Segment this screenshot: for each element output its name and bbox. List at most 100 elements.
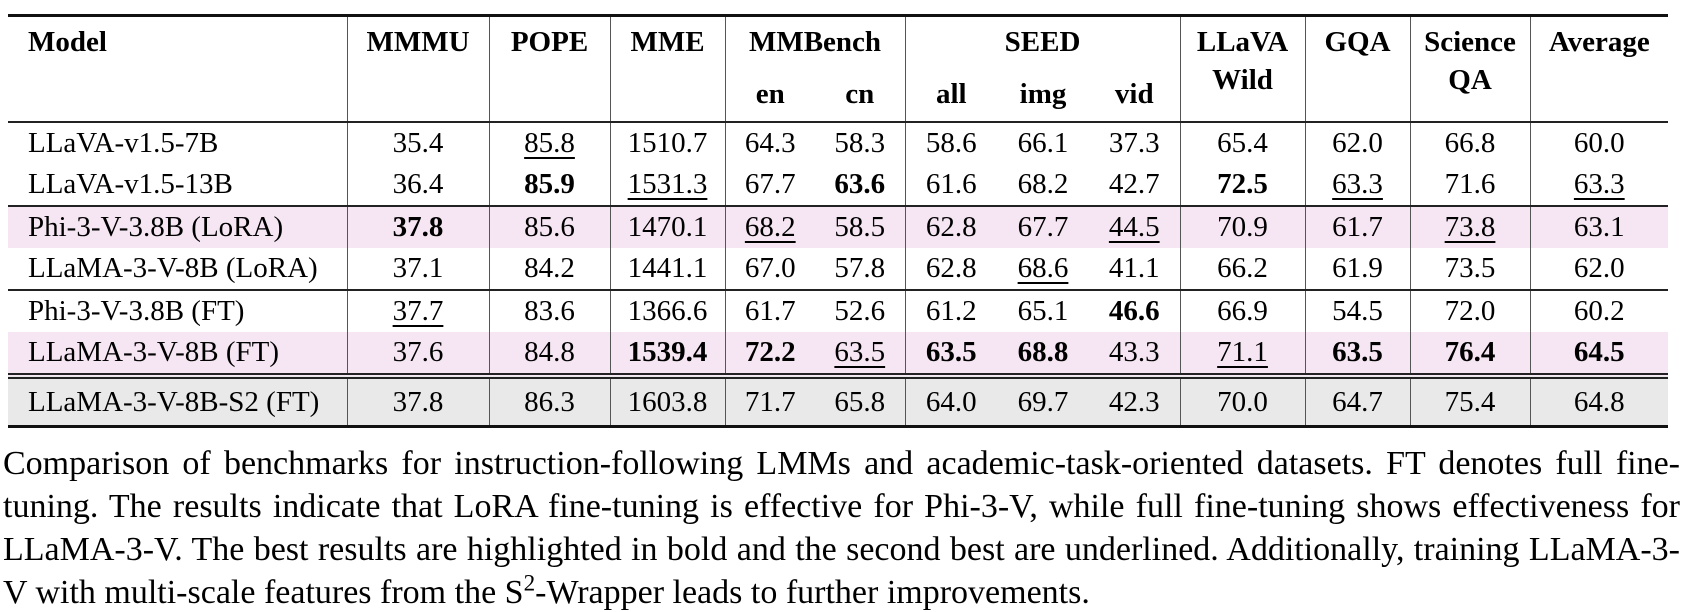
score-cell: 58.6: [905, 121, 997, 164]
score-cell: 66.8: [1410, 121, 1531, 164]
model-name-cell: Phi-3-V-3.8B (FT): [8, 289, 348, 332]
column-subheader: en: [755, 78, 785, 110]
score-cell: 67.0: [744, 252, 796, 284]
score-cell: 64.8: [1530, 373, 1669, 427]
score-cell: 85.9: [489, 164, 611, 206]
score-cell: 64.5: [1573, 336, 1625, 368]
score-cell: 71.7: [725, 373, 815, 427]
score-cell: 64.7: [1305, 373, 1411, 427]
score-cell: 73.8: [1410, 205, 1531, 248]
score-cell: 60.2: [1530, 289, 1669, 332]
column-header: Average: [1548, 26, 1650, 58]
score-cell: 61.6: [925, 168, 977, 200]
score-cell: 61.9: [1305, 248, 1411, 290]
score-cell: 1531.3: [610, 164, 726, 206]
score-cell: 1510.7: [610, 121, 726, 164]
column-header: MMMU: [347, 15, 490, 122]
score-cell: 52.6: [815, 289, 906, 332]
table-row: Phi-3-V-3.8B (LoRA) 37.8 85.6 1470.1 68.2 58.…: [8, 205, 1669, 248]
score-cell: 68.6: [1017, 252, 1069, 284]
model-name-cell: Phi-3-V-3.8B (LoRA): [8, 205, 348, 248]
score-cell: 42.7: [1089, 164, 1181, 206]
score-cell: 63.5: [815, 332, 906, 376]
score-cell: 86.3: [489, 373, 611, 427]
benchmark-table: Model MMMU POPE MME MMBench SEED LLaVA Wild GQA S…: [8, 14, 1669, 428]
score-cell: 64.3: [725, 121, 815, 164]
table-header: Model MMMU POPE MME MMBench SEED LLaVA Wild GQA S…: [8, 15, 1668, 122]
score-cell: 63.3: [1305, 164, 1411, 206]
column-group-header: SEED: [905, 15, 1181, 69]
score-cell: 1539.4: [610, 332, 726, 376]
score-cell: 65.1: [997, 289, 1089, 332]
table-caption: Comparison of benchmarks for instruction…: [0, 442, 1683, 612]
score-cell: 60.0: [1530, 121, 1669, 164]
model-name-cell: LLaMA-3-V-8B (LoRA): [8, 248, 348, 290]
model-name-cell: LLaVA-v1.5-7B: [8, 121, 348, 164]
score-cell: 35.4: [347, 121, 490, 164]
caption-text-before-superscript: Comparison of benchmarks for instruction…: [3, 445, 1680, 611]
score-cell: 72.0: [1410, 289, 1531, 332]
table-row: LLaMA-3-V-8B-S2 (FT) 37.8 86.3 1603.8 71.7 65…: [8, 373, 1669, 427]
paper-table-figure: Model MMMU POPE MME MMBench SEED LLaVA Wild GQA S…: [0, 14, 1683, 612]
score-cell: 61.7: [1305, 205, 1411, 248]
column-header: GQA: [1305, 15, 1411, 122]
score-cell: 64.0: [905, 373, 997, 427]
column-subheader: cn: [815, 69, 906, 122]
column-header: POPE: [489, 15, 611, 122]
score-cell: 63.1: [1530, 205, 1669, 248]
score-cell: 70.0: [1180, 373, 1306, 427]
score-cell: 75.4: [1410, 373, 1531, 427]
score-cell: 68.2: [725, 205, 815, 248]
score-cell: 63.5: [1305, 332, 1411, 376]
score-cell: 62.0: [1573, 252, 1625, 284]
score-cell: 37.8: [347, 205, 490, 248]
column-group-header: MMBench: [725, 15, 906, 69]
score-cell: 63.6: [815, 164, 906, 206]
score-cell: 37.8: [347, 373, 490, 427]
table-row: LLaMA-3-V-8B (LoRA) 37.1 84.2 1441.1 67.0 57.…: [8, 248, 1668, 290]
score-cell: 42.3: [1089, 373, 1181, 427]
score-cell: 62.8: [925, 252, 977, 284]
score-cell: 70.9: [1180, 205, 1306, 248]
score-cell: 46.6: [1089, 289, 1181, 332]
score-cell: 76.4: [1410, 332, 1531, 376]
score-cell: 1470.1: [610, 205, 726, 248]
model-name-cell: LLaMA-3-V-8B-S2 (FT): [8, 373, 348, 427]
score-cell: 61.2: [905, 289, 997, 332]
score-cell: 84.2: [489, 248, 611, 290]
table-row: LLaVA-v1.5-13B 36.4 85.9 1531.3 67.7 63.6 61.6…: [8, 164, 1668, 206]
score-cell: 65.8: [815, 373, 906, 427]
score-cell: 37.6: [347, 332, 490, 376]
score-cell: 71.6: [1410, 164, 1531, 206]
score-cell: 65.4: [1180, 121, 1306, 164]
column-subheader: vid: [1089, 69, 1181, 122]
score-cell: 44.5: [1089, 205, 1181, 248]
column-header: LLaVA Wild: [1180, 15, 1306, 122]
caption-text-after-superscript: -Wrapper leads to further improvements.: [535, 574, 1090, 611]
score-cell: 43.3: [1089, 332, 1181, 376]
score-cell: 72.2: [744, 336, 796, 368]
score-cell: 83.6: [489, 289, 611, 332]
model-name-cell: LLaMA-3-V-8B (FT): [8, 332, 348, 376]
score-cell: 66.2: [1180, 248, 1306, 290]
column-subheader: img: [1019, 78, 1067, 110]
caption-superscript: 2: [523, 570, 536, 597]
score-cell: 37.1: [347, 248, 490, 290]
score-cell: 63.5: [925, 336, 977, 368]
column-header: Model: [8, 15, 348, 122]
score-cell: 61.7: [725, 289, 815, 332]
score-cell: 58.5: [815, 205, 906, 248]
column-subheader: all: [935, 78, 967, 110]
score-cell: 1603.8: [610, 373, 726, 427]
score-cell: 67.7: [997, 205, 1089, 248]
score-cell: 69.7: [997, 373, 1089, 427]
model-name-cell: LLaVA-v1.5-13B: [8, 164, 348, 206]
score-cell: 73.5: [1410, 248, 1531, 290]
score-cell: 67.7: [744, 168, 796, 200]
column-header: MME: [610, 15, 726, 122]
score-cell: 1366.6: [610, 289, 726, 332]
score-cell: 68.8: [1017, 336, 1069, 368]
table-row: LLaVA-v1.5-7B 35.4 85.8 1510.7 64.3 58.3 58.6 6…: [8, 121, 1669, 164]
score-cell: 62.0: [1305, 121, 1411, 164]
score-cell: 1441.1: [610, 248, 726, 290]
